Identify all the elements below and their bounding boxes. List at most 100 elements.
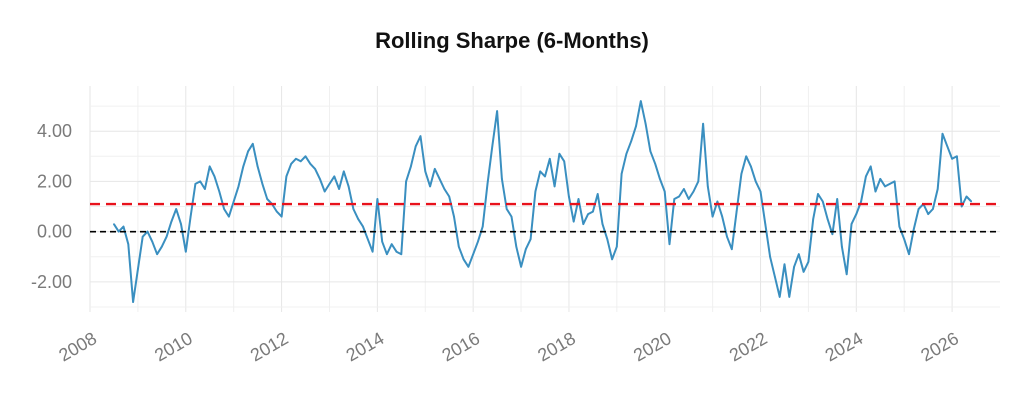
series-point	[965, 195, 968, 198]
series-point	[788, 296, 791, 298]
series-point	[889, 183, 891, 185]
series-point	[117, 230, 120, 233]
series-point	[505, 208, 508, 210]
series-point	[941, 132, 944, 135]
series-point	[812, 218, 814, 220]
series-point	[242, 165, 245, 168]
chart-title: Rolling Sharpe (6-Months)	[375, 28, 649, 53]
series-point	[343, 170, 345, 173]
series-point	[438, 178, 441, 180]
series-point	[113, 223, 115, 225]
series-point	[252, 143, 254, 145]
series-point	[232, 200, 235, 203]
series-point	[132, 301, 134, 303]
series-point	[462, 258, 465, 261]
series-point	[295, 158, 297, 160]
series-point	[711, 215, 714, 218]
y-tick-label: 2.00	[37, 171, 72, 191]
series-point	[429, 185, 431, 188]
series-point	[740, 173, 743, 175]
series-point	[640, 100, 642, 102]
series-point	[663, 190, 666, 193]
series-point	[596, 193, 599, 195]
series-point	[601, 223, 604, 225]
series-point	[913, 228, 915, 230]
series-point	[553, 185, 556, 188]
series-point	[390, 243, 393, 245]
series-point	[917, 208, 920, 210]
series-point	[625, 153, 628, 155]
series-point	[180, 223, 182, 225]
series-point	[558, 153, 561, 155]
series-point	[716, 200, 719, 203]
series-point	[735, 210, 738, 213]
series-point	[769, 255, 771, 258]
series-point	[520, 266, 522, 268]
series-point	[189, 215, 192, 218]
series-layer	[113, 100, 973, 303]
series-point	[347, 185, 350, 188]
series-point	[304, 155, 307, 158]
series-point	[419, 135, 422, 137]
x-tick-label: 2024	[822, 328, 867, 365]
series-point	[185, 250, 187, 253]
series-point	[587, 213, 589, 215]
series-point	[434, 168, 436, 170]
series-point	[783, 263, 786, 266]
series-point	[936, 188, 939, 190]
y-tick-label: 4.00	[37, 121, 72, 141]
series-point	[659, 178, 661, 180]
series-point	[141, 235, 144, 238]
vertical-gridlines	[89, 86, 953, 312]
x-tick-labels: 2008 2010 2012 2014 2016 2018 2020 2022 2024 2026	[55, 328, 962, 365]
series-point	[496, 110, 498, 112]
series-point	[807, 261, 810, 263]
x-tick-label: 2026	[917, 328, 962, 365]
series-point	[793, 266, 795, 268]
series-point	[778, 296, 781, 298]
series-point	[884, 185, 886, 188]
series-point	[826, 218, 829, 220]
series-point	[956, 155, 958, 158]
series-point	[218, 190, 221, 193]
series-point	[256, 165, 259, 168]
y-tick-label: -2.00	[31, 272, 72, 292]
series-point	[802, 271, 805, 273]
x-tick-label: 2014	[343, 328, 388, 365]
series-point	[276, 210, 278, 213]
series-point	[381, 240, 384, 243]
series-line	[113, 100, 973, 303]
series-point	[534, 190, 537, 193]
series-point	[314, 168, 316, 170]
series-point	[319, 178, 321, 180]
series-point	[831, 233, 834, 235]
series-point	[237, 185, 240, 188]
series-point	[362, 225, 364, 228]
series-point	[731, 248, 733, 250]
series-point	[228, 215, 230, 218]
series-point	[491, 145, 494, 148]
series-point	[850, 223, 853, 225]
series-point	[692, 190, 695, 193]
series-point	[544, 175, 546, 178]
series-point	[501, 178, 503, 180]
series-point	[817, 193, 819, 195]
series-point	[539, 170, 541, 173]
series-point	[414, 145, 417, 148]
series-point	[836, 198, 838, 200]
series-point	[204, 188, 206, 190]
series-point	[616, 245, 618, 248]
series-point	[592, 210, 594, 213]
series-point	[443, 188, 446, 190]
series-point	[620, 173, 623, 175]
series-point	[194, 183, 197, 185]
series-point	[477, 240, 479, 243]
series-point	[161, 245, 163, 248]
series-point	[261, 183, 264, 185]
y-tick-labels: -2.00 0.00 2.00 4.00	[31, 121, 72, 292]
series-point	[156, 253, 158, 255]
series-point	[213, 175, 216, 178]
series-point	[960, 205, 963, 208]
series-point	[367, 238, 369, 240]
series-point	[644, 122, 647, 125]
